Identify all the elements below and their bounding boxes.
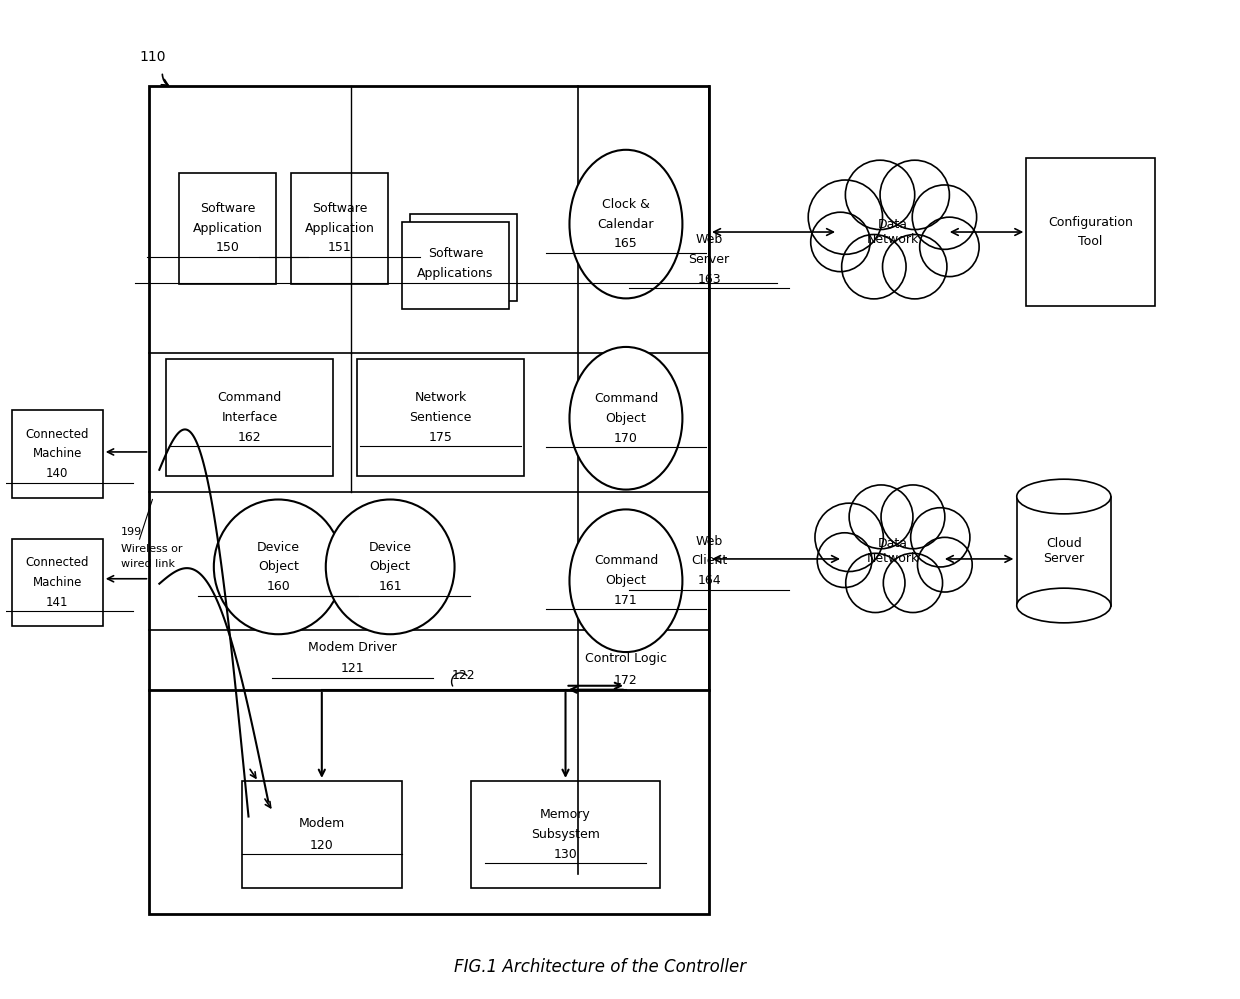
Text: Cloud
Server: Cloud Server: [1043, 537, 1085, 565]
Circle shape: [817, 532, 872, 587]
Circle shape: [880, 160, 950, 230]
Text: Web: Web: [696, 534, 723, 547]
Text: 199: 199: [120, 527, 141, 537]
Ellipse shape: [1017, 480, 1111, 513]
Text: Machine: Machine: [32, 448, 82, 461]
Text: Object: Object: [605, 574, 646, 587]
Bar: [242, 781, 402, 888]
Text: FIG.1 Architecture of the Controller: FIG.1 Architecture of the Controller: [454, 958, 746, 976]
Text: Device: Device: [368, 540, 412, 553]
Ellipse shape: [213, 500, 342, 634]
Circle shape: [910, 507, 970, 567]
Bar: [11, 539, 103, 626]
Text: Network: Network: [414, 391, 466, 404]
Bar: [357, 359, 525, 476]
Circle shape: [883, 235, 947, 299]
Text: Sentience: Sentience: [409, 411, 472, 424]
Text: 141: 141: [46, 596, 68, 609]
Text: 130: 130: [553, 848, 578, 861]
Bar: [150, 86, 709, 914]
Text: 162: 162: [238, 431, 262, 444]
Text: Connected: Connected: [26, 428, 89, 441]
Ellipse shape: [1017, 588, 1111, 622]
Text: Interface: Interface: [222, 411, 278, 424]
Circle shape: [846, 160, 915, 230]
Text: 151: 151: [327, 242, 351, 255]
Circle shape: [815, 503, 883, 571]
Circle shape: [849, 485, 913, 548]
Bar: [11, 411, 103, 498]
Text: Control Logic: Control Logic: [585, 652, 667, 665]
Text: wired link: wired link: [120, 558, 175, 569]
Ellipse shape: [326, 500, 455, 634]
Text: Applications: Applications: [418, 267, 494, 280]
Text: Machine: Machine: [32, 576, 82, 589]
Circle shape: [918, 537, 972, 592]
Text: Modem: Modem: [299, 817, 345, 830]
Text: Server: Server: [688, 253, 729, 266]
Text: Subsystem: Subsystem: [531, 828, 600, 841]
Bar: [166, 359, 332, 476]
Text: 165: 165: [614, 238, 637, 251]
Text: Object: Object: [258, 560, 299, 573]
Ellipse shape: [569, 150, 682, 299]
Text: Modem Driver: Modem Driver: [309, 640, 397, 653]
Bar: [410, 214, 517, 302]
Text: Clock &: Clock &: [601, 198, 650, 211]
Text: Application: Application: [192, 222, 263, 235]
Text: 120: 120: [310, 839, 334, 852]
Text: 122: 122: [451, 669, 475, 682]
Text: Software: Software: [312, 202, 367, 215]
Text: 175: 175: [429, 431, 453, 444]
Bar: [471, 781, 660, 888]
Text: Data
Network: Data Network: [867, 218, 919, 246]
Text: 121: 121: [341, 662, 365, 675]
Bar: [1017, 497, 1111, 605]
Text: Wireless or: Wireless or: [120, 544, 182, 554]
Text: 171: 171: [614, 594, 637, 607]
Text: Memory: Memory: [541, 808, 591, 821]
Text: 160: 160: [267, 580, 290, 593]
Text: Data
Network: Data Network: [867, 537, 919, 565]
Text: Configuration: Configuration: [1048, 216, 1133, 229]
Text: 164: 164: [697, 574, 720, 587]
Text: Object: Object: [605, 412, 646, 425]
Circle shape: [846, 553, 905, 612]
Text: Web: Web: [696, 233, 723, 246]
Text: Software: Software: [200, 202, 255, 215]
Bar: [179, 173, 277, 284]
Text: Software: Software: [428, 248, 484, 261]
Text: 150: 150: [216, 242, 239, 255]
Bar: [291, 173, 388, 284]
Text: 110: 110: [140, 50, 166, 64]
Text: Client: Client: [691, 554, 728, 567]
Text: Calendar: Calendar: [598, 218, 655, 231]
Circle shape: [882, 485, 945, 548]
Text: 172: 172: [614, 674, 637, 687]
Circle shape: [920, 217, 980, 277]
Circle shape: [842, 235, 906, 299]
Text: 161: 161: [378, 580, 402, 593]
Bar: [1027, 158, 1154, 307]
Text: 140: 140: [46, 468, 68, 481]
Circle shape: [913, 185, 977, 250]
Bar: [1018, 480, 1110, 513]
Text: Command: Command: [594, 392, 658, 405]
Text: Application: Application: [305, 222, 374, 235]
Text: 163: 163: [697, 273, 720, 286]
Ellipse shape: [569, 347, 682, 490]
Text: 170: 170: [614, 432, 637, 445]
Bar: [402, 222, 510, 310]
Text: Tool: Tool: [1079, 236, 1102, 249]
Ellipse shape: [569, 509, 682, 652]
Text: Connected: Connected: [26, 556, 89, 569]
Text: Command: Command: [217, 391, 281, 404]
Circle shape: [808, 180, 883, 255]
Circle shape: [883, 553, 942, 612]
Text: Object: Object: [370, 560, 410, 573]
Text: Command: Command: [594, 554, 658, 567]
Circle shape: [811, 212, 870, 272]
Text: Device: Device: [257, 540, 300, 553]
